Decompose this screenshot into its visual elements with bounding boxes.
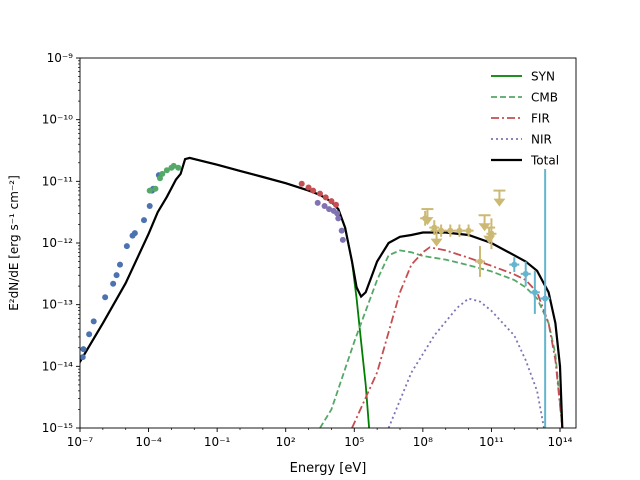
data-point [317, 190, 323, 197]
observed-points [80, 162, 551, 428]
data-point [334, 210, 341, 217]
x-axis-ticks: 10⁻⁷ 10⁻⁴ 10⁻¹ 10² 10⁵ 10⁸ 10¹¹ 10¹⁴ [67, 428, 573, 449]
data-point [113, 272, 120, 279]
data-point [339, 236, 346, 243]
y-tick-label: 10⁻¹⁵ [42, 421, 73, 435]
y-tick-label: 10⁻¹⁴ [42, 359, 73, 373]
legend-label: Total [530, 154, 559, 168]
data-point [146, 187, 153, 194]
x-tick-label: 10¹¹ [479, 435, 504, 449]
data-point [117, 261, 123, 268]
upper-limit-marker [483, 226, 496, 244]
data-point [511, 261, 518, 268]
data-point [522, 270, 529, 277]
data-point [80, 346, 87, 353]
data-point [542, 295, 549, 302]
x-tick-label: 10⁸ [413, 435, 433, 449]
data-point [146, 203, 153, 209]
y-axis-label: E²dN/dE [erg s⁻¹ cm⁻²] [7, 175, 21, 311]
x-tick-label: 10⁵ [344, 435, 364, 449]
data-point [131, 230, 138, 237]
x-tick-label: 10⁻¹ [204, 435, 231, 449]
legend-label: CMB [531, 91, 558, 105]
data-point [314, 199, 321, 206]
data-point [305, 184, 312, 191]
data-point [456, 227, 463, 234]
y-axis-ticks: 10⁻¹⁵ 10⁻¹⁴ 10⁻¹³ 10⁻¹² 10⁻¹¹ 10⁻¹⁰ 10⁻⁹ [42, 51, 80, 435]
legend-label: NIR [531, 133, 552, 147]
data-point [447, 227, 454, 234]
legend-label: FIR [531, 112, 550, 126]
data-point [170, 162, 177, 169]
y-tick-label: 10⁻¹² [42, 236, 73, 250]
curve-total [80, 156, 564, 428]
data-point [326, 206, 333, 213]
data-point [322, 194, 329, 201]
legend-item-fir: FIR [491, 112, 550, 126]
data-point [110, 280, 117, 287]
y-tick-label: 10⁻⁹ [47, 51, 74, 65]
data-point [102, 294, 109, 301]
x-axis-label: Energy [eV] [290, 461, 367, 476]
data-point [328, 198, 335, 205]
upper-limit-marker [430, 229, 443, 247]
data-point [141, 217, 147, 224]
x-tick-label: 10⁻⁴ [135, 435, 162, 449]
legend: SYN CMB FIR NIR Total [491, 70, 559, 168]
data-point [338, 227, 345, 234]
legend-item-cmb: CMB [491, 91, 558, 105]
legend-item-nir: NIR [491, 133, 552, 147]
legend-label: SYN [531, 70, 555, 84]
upper-limit-marker [421, 208, 434, 226]
data-point [333, 201, 339, 208]
data-point [335, 215, 342, 222]
data-point [80, 354, 86, 361]
curve-nir [387, 297, 545, 428]
data-point [431, 224, 438, 231]
y-tick-label: 10⁻¹⁰ [42, 113, 73, 127]
x-tick-label: 10² [276, 435, 296, 449]
data-point [123, 243, 130, 250]
data-point [86, 331, 93, 338]
data-point [477, 258, 483, 265]
data-point [90, 318, 97, 325]
data-point [465, 227, 472, 234]
x-tick-label: 10¹⁴ [548, 435, 573, 449]
data-point [163, 167, 170, 174]
data-point [152, 185, 159, 192]
data-point [298, 180, 305, 187]
y-tick-label: 10⁻¹³ [42, 298, 73, 312]
data-point [175, 164, 182, 171]
y-tick-label: 10⁻¹¹ [42, 174, 73, 188]
upper-limit-marker [493, 189, 506, 207]
x-tick-label: 10⁻⁷ [67, 435, 94, 449]
legend-item-total: Total [491, 154, 559, 168]
data-point [321, 203, 328, 209]
legend-item-syn: SYN [491, 70, 555, 84]
data-point [531, 289, 538, 296]
data-point [310, 187, 317, 194]
curve-cmb [319, 249, 564, 428]
data-point [159, 170, 166, 177]
